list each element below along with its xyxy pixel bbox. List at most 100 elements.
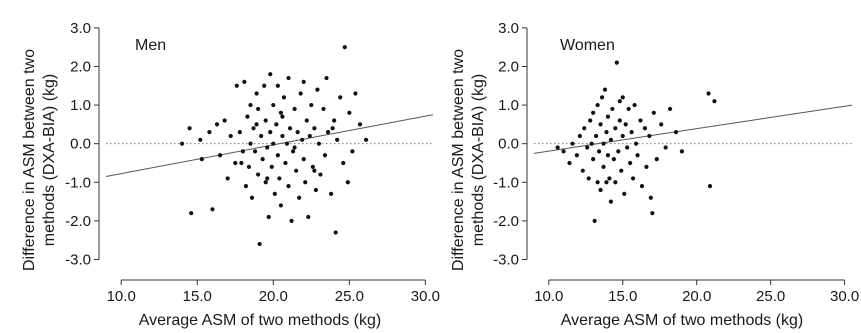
men-y-tick-label: 3.0 [70,20,91,37]
women-data-point [582,126,587,131]
men-data-point [280,114,285,119]
women-data-point [585,145,590,150]
men-data-point [255,106,261,112]
women-data-point [608,137,614,142]
men-data-point [325,129,331,135]
men-data-point [297,195,302,200]
men-data-point [255,172,261,177]
men-data-point [306,214,311,220]
men-data-point [278,203,284,208]
men-data-point [248,141,253,146]
men-data-point [324,75,329,81]
women-data-point [650,211,655,216]
women-data-point [622,191,627,196]
women-x-tick-label: 15.0 [608,288,637,305]
women-x-axis-title: Average ASM of two methods (kg) [561,312,803,329]
men-data-point [254,122,259,127]
men-data-point [210,207,215,212]
men-data-point [217,153,223,158]
men-data-point [274,122,279,127]
women-data-point [630,176,636,181]
women-data-point [629,129,634,135]
men-y-axis-title-line1: Difference in ASM between two [21,49,38,271]
women-data-point [628,160,633,166]
men-data-point [225,176,230,181]
women-data-point [673,129,679,135]
men-data-point [363,137,369,142]
women-y-tick-label: 2.0 [498,58,519,75]
women-data-point [595,180,600,185]
men-data-point [345,180,350,185]
men-data-point [268,72,273,77]
men-data-point [263,118,268,123]
men-data-point [240,149,245,154]
women-data-point [663,145,668,150]
women-data-point [626,106,631,112]
men-panel-title: Men [135,37,166,54]
women-data-point [561,149,566,154]
men-data-point [245,114,250,119]
women-data-point [598,122,603,127]
women-data-point [679,149,685,154]
men-data-point [263,180,268,185]
women-y-axis-title-line1: Difference in ASM between two [450,49,467,271]
women-data-point [599,95,605,100]
men-x-tick-label: 25.0 [335,288,364,305]
men-data-point [233,160,238,166]
men-data-point [252,149,258,154]
women-data-point [639,184,645,189]
men-data-point [301,157,306,162]
men-data-point [332,118,337,123]
women-data-point [596,149,602,154]
women-panel-title: Women [560,37,615,54]
women-data-point [654,157,659,162]
women-data-point [632,102,637,108]
men-data-point [353,91,358,96]
men-data-point [243,184,249,189]
women-data-point [574,153,579,158]
women-panel: Difference in ASM between two methods (D… [450,20,859,329]
men-data-point [189,211,194,216]
men-data-point [347,110,352,115]
women-data-point [620,133,625,139]
men-data-point [179,141,185,146]
women-x-tick-label: 20.0 [682,288,711,305]
men-data-point [271,102,276,108]
women-y-tick-label: 1.0 [498,97,519,114]
men-y-tick-label: -1.0 [65,174,91,191]
men-data-point [307,133,312,139]
men-data-point [268,129,273,135]
men-x-axis-title: Average ASM of two methods (kg) [139,312,381,329]
women-data-point [638,118,643,123]
women-data-point [613,180,618,185]
women-data-point [616,149,621,154]
women-data-point [555,145,560,150]
women-y-tick-label: 0.0 [498,136,519,153]
men-data-point [300,137,305,142]
women-data-point [706,91,711,96]
men-data-point [304,118,309,123]
women-data-point [594,133,599,139]
men-data-point [315,87,320,92]
men-y-tick-label: 1.0 [70,97,91,114]
women-data-point [604,129,609,135]
women-data-point [608,199,614,204]
men-data-point [281,95,287,100]
women-data-point [595,102,600,108]
men-data-point [338,95,343,100]
women-data-point [712,99,717,104]
men-data-point [266,214,271,220]
women-data-point [589,141,594,146]
men-y-tick-label: 0.0 [70,136,91,153]
men-data-point [321,106,326,112]
men-y-tick-label: -3.0 [65,251,91,268]
men-data-point [330,126,335,131]
women-data-point [591,157,596,162]
men-data-point [312,168,317,173]
men-data-point [222,118,227,123]
men-x-tick-label: 30.0 [411,288,440,305]
men-data-point [187,126,192,131]
men-data-point [316,141,322,146]
women-y-tick-label: 3.0 [498,20,519,37]
men-data-point [269,164,274,169]
